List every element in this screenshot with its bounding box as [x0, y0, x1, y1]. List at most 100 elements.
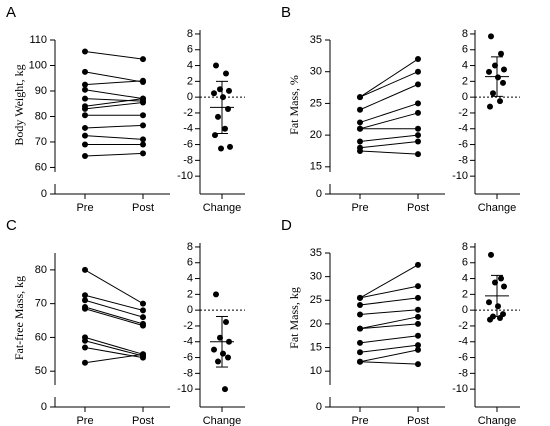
y-tick-label: 0 [316, 401, 322, 413]
pair-line [84, 135, 144, 140]
y-tick-label: 70 [35, 136, 47, 148]
pair-line [84, 80, 144, 86]
x-tick-label: Post [132, 202, 154, 214]
y-tick-label: -6 [458, 138, 468, 150]
point [140, 122, 146, 129]
x-tick-label: Pre [351, 415, 368, 426]
point [415, 346, 421, 353]
point [82, 344, 88, 351]
pair-line [359, 134, 419, 142]
point [415, 342, 421, 349]
y-tick-label: 4 [187, 272, 193, 284]
pair-line [359, 344, 419, 353]
pair-line [84, 71, 144, 83]
change-point [223, 70, 229, 77]
point [82, 266, 88, 273]
pair-line [359, 323, 419, 330]
y-tick-label: 20 [310, 129, 322, 141]
y-tick-label: 0 [316, 188, 322, 200]
change-point [217, 334, 223, 341]
change-point [488, 33, 494, 40]
point [357, 358, 363, 365]
pair-line [359, 349, 419, 363]
point [357, 349, 363, 356]
change-point [225, 354, 231, 361]
pair-line [359, 71, 419, 98]
pair-line [84, 269, 144, 305]
point [140, 112, 146, 119]
point [140, 150, 146, 157]
point [415, 313, 421, 320]
y-tick-label: -2 [458, 107, 468, 119]
point [82, 105, 88, 112]
point [140, 307, 146, 314]
y-tick-label: 4 [187, 59, 193, 71]
y-tick-label: -10 [177, 383, 193, 395]
change-point [497, 98, 503, 105]
change-point [213, 62, 219, 69]
point [415, 151, 421, 158]
y-tick-label: 70 [35, 298, 47, 310]
change-point [217, 86, 223, 93]
change-point [213, 291, 219, 298]
y-tick-label: 0 [462, 304, 468, 316]
pair-line [359, 150, 419, 155]
point [415, 320, 421, 327]
y-tick-label: -10 [452, 383, 468, 395]
y-tick-label: 4 [462, 272, 468, 284]
point [415, 81, 421, 88]
x-tick-label: Change [203, 202, 242, 214]
panel-letter: B [281, 4, 291, 21]
pair-line [84, 124, 144, 129]
y-tick-label: 2 [187, 288, 193, 300]
point [82, 337, 88, 344]
point [82, 359, 88, 366]
pair-line [84, 347, 144, 359]
y-tick-label: -8 [183, 154, 193, 166]
point [82, 81, 88, 88]
x-tick-label: Change [478, 415, 517, 426]
pair-line [359, 140, 419, 149]
point [82, 124, 88, 131]
point [82, 86, 88, 93]
change-point [486, 68, 492, 75]
point [415, 306, 421, 313]
change-point [222, 386, 228, 393]
point [357, 147, 363, 154]
pair-line [84, 152, 144, 157]
y-tick-label: -4 [458, 123, 468, 135]
pair-line [359, 297, 419, 306]
y-tick-label: 0 [41, 401, 47, 413]
change-point [501, 283, 507, 290]
y-tick-label: 2 [187, 75, 193, 87]
y-tick-label: 0 [41, 188, 47, 200]
y-tick-label: 0 [187, 304, 193, 316]
y-tick-label: 30 [310, 271, 322, 283]
point [82, 297, 88, 304]
point [357, 325, 363, 332]
pair-line [359, 335, 419, 344]
y-tick-label: -6 [183, 138, 193, 150]
x-tick-label: Change [478, 202, 517, 214]
point [140, 141, 146, 148]
point [357, 339, 363, 346]
y-tick-label: -10 [452, 170, 468, 182]
y-axis-label: Fat Mass, kg [287, 287, 301, 349]
x-tick-label: Pre [351, 202, 368, 214]
change-point [225, 106, 231, 112]
point [82, 152, 88, 159]
x-tick-label: Pre [76, 202, 93, 214]
panel-letter: D [281, 217, 292, 234]
y-axis-label: Fat Mass, % [287, 75, 301, 135]
point [415, 261, 421, 268]
y-tick-label: 0 [462, 91, 468, 103]
x-tick-label: Pre [76, 415, 93, 426]
change-point [497, 315, 503, 322]
point [415, 109, 421, 116]
change-point [495, 303, 501, 310]
y-tick-label: 15 [310, 341, 322, 353]
y-tick-label: 30 [310, 66, 322, 78]
y-axis-label: Fat-free Mass, kg [12, 276, 26, 360]
